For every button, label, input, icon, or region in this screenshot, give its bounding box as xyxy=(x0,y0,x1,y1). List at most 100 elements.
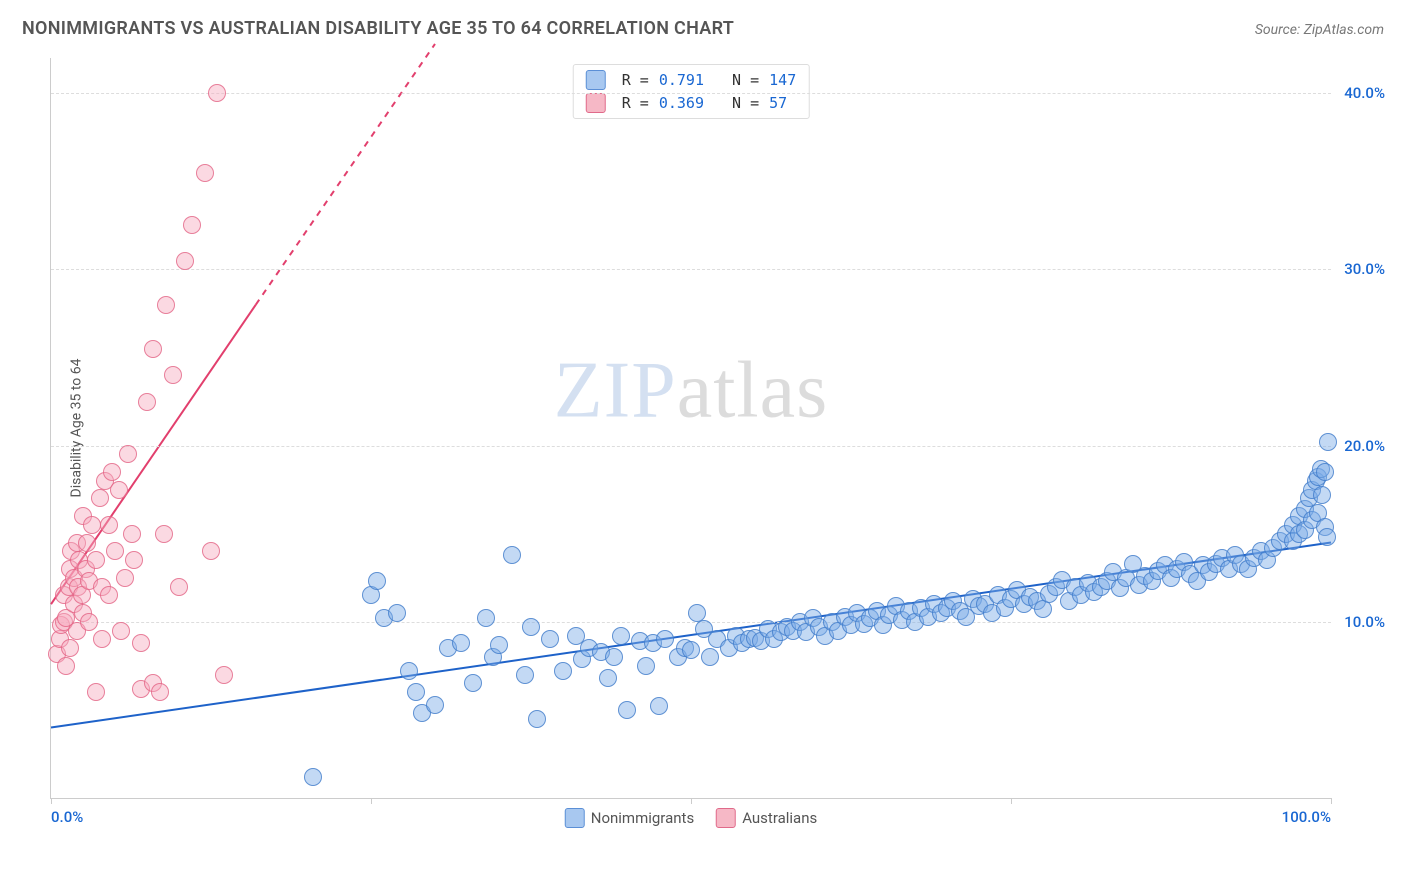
chart-title: NONIMMIGRANTS VS AUSTRALIAN DISABILITY A… xyxy=(22,18,734,39)
source-prefix: Source: xyxy=(1255,22,1304,38)
data-point xyxy=(554,662,572,680)
plot-area: Disability Age 35 to 64 ZIPatlas R =0.79… xyxy=(50,58,1331,799)
legend-r-label: R = xyxy=(622,69,649,92)
y-axis-label: Disability Age 35 to 64 xyxy=(68,359,84,498)
data-point xyxy=(78,534,96,552)
data-point xyxy=(61,639,79,657)
legend-swatch xyxy=(716,808,736,828)
data-point xyxy=(528,710,546,728)
data-point xyxy=(605,648,623,666)
data-point xyxy=(196,164,214,182)
data-point xyxy=(477,609,495,627)
data-point xyxy=(1313,486,1331,504)
data-point xyxy=(388,604,406,622)
data-point xyxy=(426,696,444,714)
data-point xyxy=(57,657,75,675)
data-point xyxy=(119,445,137,463)
data-point xyxy=(464,674,482,692)
data-point xyxy=(503,546,521,564)
y-tick-label: 40.0% xyxy=(1344,84,1385,102)
data-point xyxy=(701,648,719,666)
x-tick-mark xyxy=(371,798,372,804)
data-point xyxy=(599,669,617,687)
data-point xyxy=(618,701,636,719)
x-tick-mark xyxy=(691,798,692,804)
data-point xyxy=(176,252,194,270)
data-point xyxy=(116,569,134,587)
gridline xyxy=(51,446,1331,447)
watermark: ZIPatlas xyxy=(554,346,829,437)
data-point xyxy=(170,578,188,596)
data-point xyxy=(215,666,233,684)
data-point xyxy=(1034,600,1052,618)
legend-n-label: N = xyxy=(714,69,759,92)
data-point xyxy=(1318,528,1336,546)
data-point xyxy=(490,636,508,654)
x-tick-label: 100.0% xyxy=(1282,808,1331,826)
data-point xyxy=(100,586,118,604)
legend-n-value: 147 xyxy=(769,69,796,92)
data-point xyxy=(650,697,668,715)
data-point xyxy=(112,622,130,640)
data-point xyxy=(164,366,182,384)
data-point xyxy=(83,516,101,534)
data-point xyxy=(87,683,105,701)
gridline xyxy=(51,622,1331,623)
legend-r-label: R = xyxy=(622,92,649,115)
data-point xyxy=(123,525,141,543)
data-point xyxy=(144,340,162,358)
data-point xyxy=(452,634,470,652)
data-point xyxy=(100,516,118,534)
data-point xyxy=(368,572,386,590)
chart-area: Disability Age 35 to 64 ZIPatlas R =0.79… xyxy=(50,58,1370,828)
data-point xyxy=(183,216,201,234)
data-point xyxy=(91,489,109,507)
data-point xyxy=(656,630,674,648)
data-point xyxy=(208,84,226,102)
data-point xyxy=(151,683,169,701)
data-point xyxy=(155,525,173,543)
watermark-part1: ZIP xyxy=(554,347,677,435)
legend-swatch xyxy=(565,808,585,828)
correlation-legend-row: R = 0.369 N = 57 xyxy=(586,92,797,115)
series-legend: Nonimmigrants Australians xyxy=(565,808,818,828)
data-point xyxy=(125,551,143,569)
legend-r-value: 0.369 xyxy=(659,92,704,115)
data-point xyxy=(612,627,630,645)
source-credit: Source: ZipAtlas.com xyxy=(1255,22,1384,38)
y-tick-label: 20.0% xyxy=(1344,437,1385,455)
data-point xyxy=(407,683,425,701)
legend-swatch xyxy=(586,93,606,113)
data-point xyxy=(516,666,534,684)
legend-n-label: N = xyxy=(714,92,759,115)
data-point xyxy=(682,641,700,659)
data-point xyxy=(400,662,418,680)
series-legend-item: Nonimmigrants xyxy=(565,808,694,828)
data-point xyxy=(522,618,540,636)
data-point xyxy=(637,657,655,675)
y-tick-label: 10.0% xyxy=(1344,613,1385,631)
data-point xyxy=(541,630,559,648)
watermark-part2: atlas xyxy=(677,347,829,435)
data-point xyxy=(87,551,105,569)
legend-swatch xyxy=(586,70,606,90)
data-point xyxy=(202,542,220,560)
x-tick-label: 0.0% xyxy=(51,808,83,826)
data-point xyxy=(93,630,111,648)
data-point xyxy=(110,481,128,499)
data-point xyxy=(1319,433,1337,451)
data-point xyxy=(138,393,156,411)
source-name: ZipAtlas.com xyxy=(1304,22,1384,38)
y-tick-label: 30.0% xyxy=(1344,260,1385,278)
data-point xyxy=(132,634,150,652)
gridline xyxy=(51,93,1331,94)
legend-n-value: 57 xyxy=(769,92,787,115)
series-legend-item: Australians xyxy=(716,808,817,828)
data-point xyxy=(80,613,98,631)
correlation-legend: R =0.791 N =147R =0.369 N = 57 xyxy=(573,64,810,119)
x-tick-mark xyxy=(51,798,52,804)
series-legend-label: Nonimmigrants xyxy=(591,809,694,827)
gridline xyxy=(51,269,1331,270)
data-point xyxy=(1316,463,1334,481)
correlation-legend-row: R =0.791 N =147 xyxy=(586,69,797,92)
